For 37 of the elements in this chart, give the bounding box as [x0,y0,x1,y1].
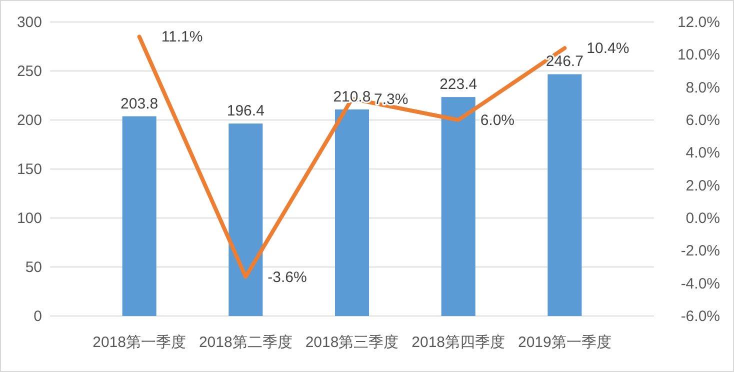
y2-tick-label: 2.0% [686,177,720,194]
data-label: 7.3% [374,90,408,108]
y2-tick-label: 0.0% [686,210,720,227]
bar [228,124,263,316]
data-label: 6.0% [480,112,515,129]
y2-tick-label: 10.0% [677,46,720,64]
x-tick-label: 2018第二季度 [198,334,292,351]
data-label: 10.4% [586,40,630,58]
data-label: -3.6% [268,268,307,286]
y2-tick-label: 4.0% [686,144,720,162]
data-label: 210.8 [333,88,371,106]
bar [334,109,370,316]
data-label: 196.4 [226,102,264,120]
y2-tick-label: -4.0% [680,275,720,292]
data-label: 203.8 [120,95,158,112]
y-tick-label: 250 [16,63,42,80]
y-tick-label: 200 [16,112,42,129]
y2-tick-label: -2.0% [680,242,720,260]
data-label: 246.7 [546,53,584,70]
x-tick-label: 2018第一季度 [92,334,186,351]
y-tick-label: 300 [16,14,42,31]
bar [441,97,476,316]
bar [548,74,582,316]
y-tick-label: 150 [16,161,42,178]
y-tick-label: 50 [25,259,42,276]
bar [122,116,156,316]
y2-tick-label: 8.0% [686,79,720,96]
y2-tick-label: 6.0% [686,112,720,129]
y-tick-label: 100 [16,210,42,227]
x-tick-label: 2018第三季度 [305,334,399,351]
y2-tick-label: -6.0% [680,308,720,325]
y-tick-label: 0 [34,308,42,325]
data-label: 223.4 [440,76,478,94]
x-tick-label: 2019第一季度 [518,334,612,351]
data-label: 11.1% [161,28,203,46]
y2-tick-label: 12.0% [677,14,720,31]
x-tick-label: 2018第四季度 [412,334,506,351]
